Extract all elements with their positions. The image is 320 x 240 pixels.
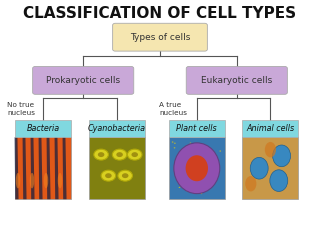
Circle shape (201, 186, 203, 187)
Circle shape (98, 152, 104, 157)
Bar (89, 137, 145, 199)
Circle shape (181, 167, 182, 168)
Circle shape (201, 193, 202, 194)
FancyBboxPatch shape (113, 23, 207, 51)
Text: Eukaryotic cells: Eukaryotic cells (201, 76, 272, 85)
Text: Bacteria: Bacteria (27, 124, 60, 133)
Ellipse shape (186, 155, 208, 181)
Circle shape (179, 187, 180, 188)
Circle shape (194, 152, 196, 153)
Ellipse shape (174, 143, 220, 194)
Circle shape (127, 149, 142, 160)
Circle shape (190, 143, 191, 144)
Circle shape (105, 173, 112, 178)
Bar (169, 137, 225, 199)
Circle shape (122, 173, 128, 178)
Ellipse shape (273, 145, 291, 167)
Circle shape (116, 152, 123, 157)
Circle shape (101, 170, 116, 181)
Text: A true
nucleus: A true nucleus (159, 102, 188, 116)
Ellipse shape (270, 170, 288, 192)
Bar (243, 120, 298, 137)
Polygon shape (63, 137, 67, 199)
Bar (15, 137, 71, 199)
Circle shape (220, 150, 221, 152)
Polygon shape (15, 137, 19, 199)
Circle shape (186, 190, 188, 191)
Text: Animal cells: Animal cells (246, 124, 294, 133)
Circle shape (112, 149, 127, 160)
Bar (243, 137, 298, 199)
Circle shape (132, 152, 138, 157)
Ellipse shape (30, 173, 34, 188)
Text: No true
nucleus: No true nucleus (7, 102, 35, 116)
FancyBboxPatch shape (33, 66, 134, 94)
Polygon shape (47, 137, 51, 199)
Text: Types of cells: Types of cells (130, 33, 190, 42)
Circle shape (172, 141, 173, 143)
FancyBboxPatch shape (186, 66, 287, 94)
Circle shape (208, 162, 209, 163)
Text: CLASSIFICATION OF CELL TYPES: CLASSIFICATION OF CELL TYPES (23, 6, 297, 21)
Circle shape (205, 171, 207, 172)
Circle shape (202, 188, 203, 189)
Circle shape (201, 156, 203, 157)
Circle shape (186, 175, 187, 176)
Bar (89, 120, 145, 137)
Circle shape (174, 143, 176, 144)
Text: Cyanobacteria: Cyanobacteria (88, 124, 146, 133)
Polygon shape (22, 137, 27, 199)
Circle shape (193, 179, 194, 180)
Circle shape (118, 170, 132, 181)
Polygon shape (39, 137, 43, 199)
Ellipse shape (265, 142, 276, 157)
Ellipse shape (44, 173, 48, 188)
Circle shape (94, 149, 108, 160)
Ellipse shape (245, 176, 256, 192)
Bar (169, 120, 225, 137)
Text: Plant cells: Plant cells (177, 124, 217, 133)
Polygon shape (54, 137, 59, 199)
Circle shape (213, 184, 214, 185)
Ellipse shape (250, 157, 268, 179)
Polygon shape (31, 137, 35, 199)
Ellipse shape (58, 173, 62, 188)
Circle shape (180, 185, 182, 186)
Ellipse shape (16, 173, 20, 188)
Circle shape (174, 147, 175, 149)
Bar (15, 120, 71, 137)
Circle shape (186, 166, 188, 168)
Text: Prokaryotic cells: Prokaryotic cells (46, 76, 120, 85)
